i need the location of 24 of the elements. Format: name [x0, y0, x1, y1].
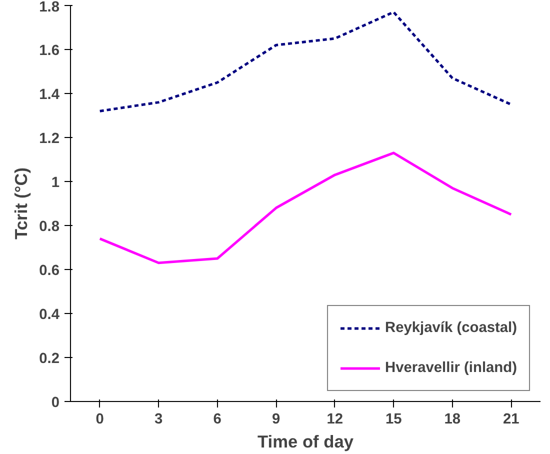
y-tick-label: 1.2 — [39, 131, 60, 147]
x-tick-label: 15 — [385, 412, 402, 428]
x-tick-label: 3 — [154, 412, 163, 428]
y-tick-label: 0.8 — [39, 219, 60, 235]
line-series — [98, 10, 512, 112]
x-tick-label: 0 — [96, 412, 104, 428]
x-tick-label: 21 — [502, 412, 520, 428]
y-tick-label: 1 — [51, 175, 60, 191]
y-axis-title: Tcrit (°C) — [11, 167, 32, 240]
x-axis-title: Time of day — [258, 432, 354, 452]
y-tick-label: 1.4 — [39, 87, 60, 103]
y-tick-label: 1.8 — [39, 0, 60, 16]
y-tick-label: 0.4 — [39, 307, 60, 323]
x-tick-label: 9 — [272, 412, 280, 428]
y-tick-label: 0.2 — [39, 351, 60, 367]
x-tick-label: 18 — [444, 412, 461, 428]
legend-label: Reykjavík (coastal) — [385, 320, 517, 336]
x-tick-label: 6 — [213, 412, 222, 428]
x-tick-label: 12 — [326, 412, 344, 428]
legend-label: Hveravellir (inland) — [385, 360, 517, 376]
y-tick-label: 1.6 — [39, 43, 60, 59]
y-tick-label: 0 — [51, 395, 60, 411]
y-tick-label: 0.6 — [39, 263, 60, 279]
line-series — [98, 152, 512, 264]
